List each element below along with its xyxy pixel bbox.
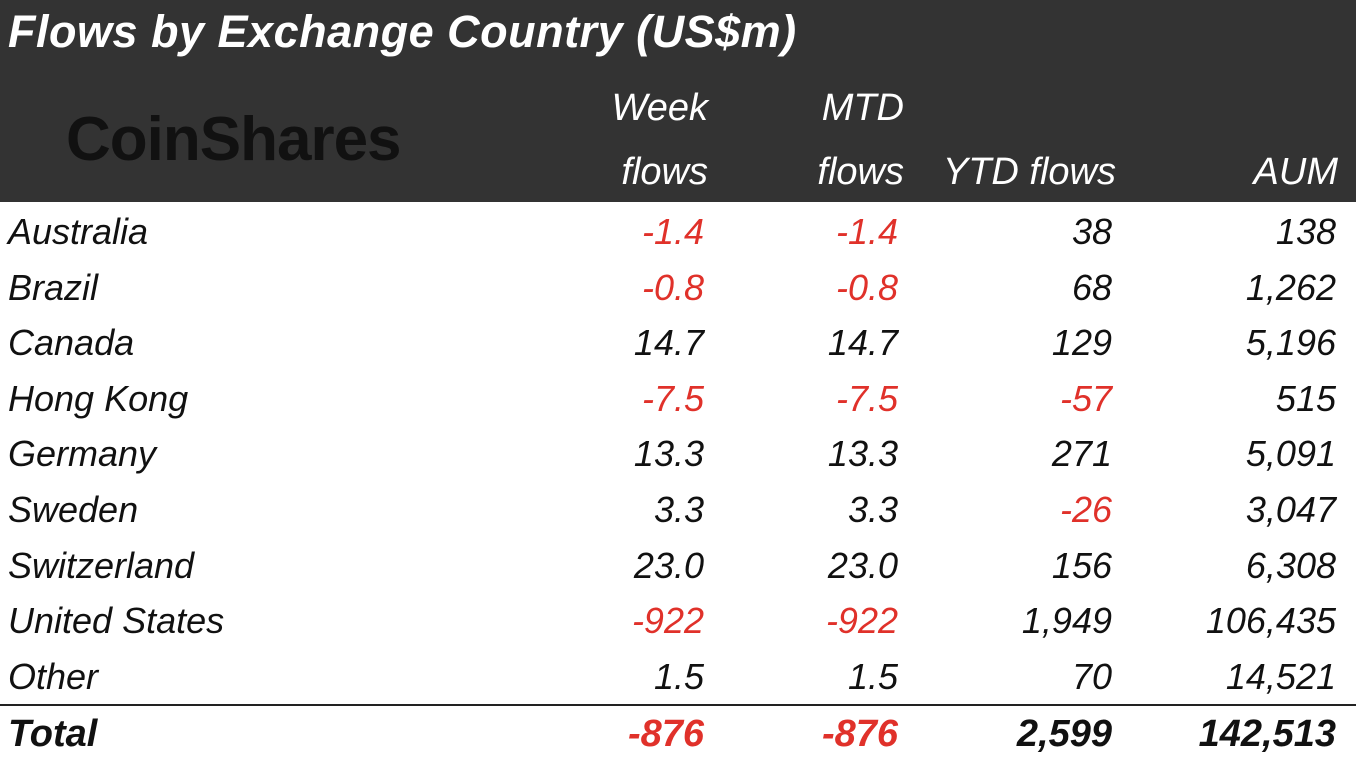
- total-week: -876: [627, 713, 704, 755]
- row-week-value: 1.5: [653, 655, 704, 697]
- col-head-mtd-line1: MTD: [821, 87, 904, 129]
- col-head-week: Week flows: [612, 76, 708, 204]
- row-aum-value: 3,047: [1245, 489, 1336, 530]
- row-mtd-value: -922: [825, 600, 898, 642]
- row-ytd-value: 38: [1071, 211, 1112, 252]
- table-header: Flows by Exchange Country (US$m) CoinSha…: [0, 0, 1356, 202]
- table-row: Sweden 3.3 3.3 -26 3,047: [0, 482, 1356, 538]
- row-country: Germany: [8, 433, 157, 475]
- row-country: United States: [8, 600, 225, 642]
- row-ytd-value: -26: [1059, 489, 1112, 530]
- row-ytd-value: 70: [1071, 655, 1112, 697]
- row-mtd-value: -0.8: [835, 266, 898, 308]
- coinshares-logo: CoinShares: [66, 105, 402, 174]
- row-mtd-value: -7.5: [835, 377, 898, 419]
- col-head-mtd: MTD flows: [817, 76, 904, 204]
- row-country: Switzerland: [8, 544, 195, 586]
- total-label: Total: [8, 713, 98, 755]
- table-row: Other 1.5 1.5 70 14,521: [0, 649, 1356, 705]
- row-week-value: 14.7: [633, 322, 704, 364]
- table-title: Flows by Exchange Country (US$m): [8, 6, 797, 57]
- row-aum-value: 14,521: [1225, 655, 1336, 697]
- row-week-value: 23.0: [633, 544, 704, 586]
- table-row: Brazil -0.8 -0.8 68 1,262: [0, 260, 1356, 316]
- row-aum-value: 138: [1275, 211, 1336, 252]
- row-ytd-value: 129: [1051, 322, 1112, 364]
- row-aum-value: 106,435: [1205, 600, 1336, 642]
- row-ytd-value: 156: [1051, 544, 1112, 586]
- row-country: Hong Kong: [8, 377, 189, 419]
- col-head-aum-line2: AUM: [1253, 151, 1338, 193]
- table-row: Canada 14.7 14.7 129 5,196: [0, 315, 1356, 371]
- row-ytd-value: -57: [1059, 377, 1112, 419]
- row-week-value: -7.5: [641, 377, 704, 419]
- row-mtd-value: 14.7: [827, 322, 898, 364]
- table-row: United States -922 -922 1,949 106,435: [0, 593, 1356, 649]
- row-ytd-value: 68: [1071, 266, 1112, 308]
- total-ytd: 2,599: [1016, 713, 1112, 755]
- row-country: Brazil: [8, 266, 99, 308]
- row-country: Australia: [8, 211, 149, 252]
- total-divider: [0, 704, 1356, 706]
- total-row: Total -876 -876 2,599 142,513: [0, 706, 1356, 762]
- table-row: Germany 13.3 13.3 271 5,091: [0, 426, 1356, 482]
- col-head-ytd: YTD flows: [943, 140, 1116, 204]
- table-row: Hong Kong -7.5 -7.5 -57 515: [0, 371, 1356, 427]
- row-aum-value: 1,262: [1245, 266, 1336, 308]
- row-week-value: -922: [631, 600, 704, 642]
- row-ytd-value: 1,949: [1021, 600, 1112, 642]
- col-head-ytd-line2: YTD flows: [942, 151, 1116, 193]
- row-mtd-value: 3.3: [847, 489, 898, 530]
- row-aum-value: 515: [1275, 377, 1336, 419]
- col-head-mtd-line2: flows: [817, 151, 904, 193]
- row-mtd-value: 23.0: [827, 544, 898, 586]
- row-week-value: -0.8: [641, 266, 704, 308]
- col-head-week-line2: flows: [621, 151, 708, 193]
- row-aum-value: 5,196: [1245, 322, 1336, 364]
- row-week-value: 13.3: [633, 433, 704, 475]
- row-week-value: -1.4: [641, 211, 704, 252]
- total-aum: 142,513: [1198, 713, 1336, 755]
- row-mtd-value: 13.3: [827, 433, 898, 475]
- table-row: Switzerland 23.0 23.0 156 6,308: [0, 538, 1356, 594]
- row-country: Canada: [8, 322, 135, 364]
- row-mtd-value: -1.4: [835, 211, 898, 252]
- row-aum-value: 5,091: [1245, 433, 1336, 475]
- row-week-value: 3.3: [653, 489, 704, 530]
- row-country: Sweden: [8, 489, 139, 530]
- row-country: Other: [8, 655, 99, 697]
- row-aum-value: 6,308: [1245, 544, 1336, 586]
- total-mtd: -876: [821, 713, 898, 755]
- row-ytd-value: 271: [1051, 433, 1112, 475]
- row-mtd-value: 1.5: [847, 655, 898, 697]
- table-row: Australia -1.4 -1.4 38 138: [0, 204, 1356, 260]
- col-head-aum: AUM: [1254, 140, 1338, 204]
- col-head-week-line1: Week: [611, 87, 708, 129]
